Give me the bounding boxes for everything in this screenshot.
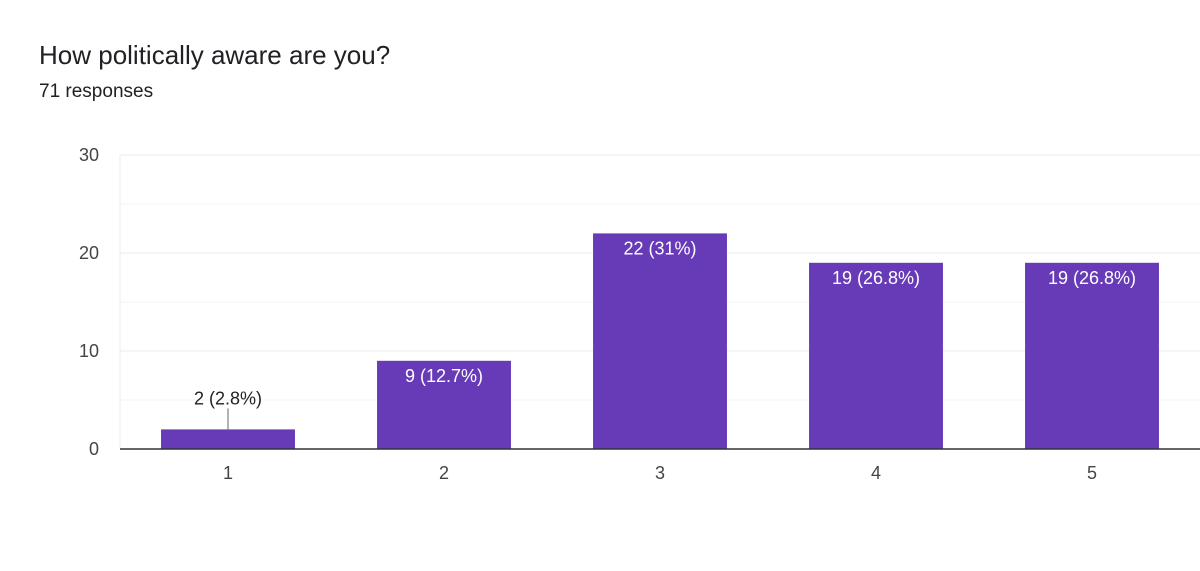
y-tick-label: 30 [79,145,99,165]
x-tick-label: 4 [871,463,881,483]
x-tick-label: 2 [439,463,449,483]
bar [1025,262,1159,449]
y-tick-label: 0 [89,439,99,459]
data-label: 19 (26.8%) [1048,268,1136,288]
response-count: 71 responses [39,81,154,102]
axes: 0 10 20 30 1 2 3 4 5 [79,145,1200,483]
bar [161,429,295,449]
x-tick-label: 1 [223,463,233,483]
x-tick-label: 3 [655,463,665,483]
data-label: 19 (26.8%) [832,268,920,288]
bar [593,233,727,449]
bar [377,360,511,449]
bar [809,262,943,449]
data-label: 9 (12.7%) [405,366,483,386]
x-tick-label: 5 [1087,463,1097,483]
y-tick-label: 20 [79,243,99,263]
data-label: 22 (31%) [623,238,696,258]
data-label: 2 (2.8%) [194,388,262,408]
chart-title: How politically aware are you? [39,40,391,70]
y-tick-label: 10 [79,341,99,361]
bars [161,233,1159,449]
data-labels: 2 (2.8%) 9 (12.7%) 22 (31%) 19 (26.8%) 19 (2… [194,238,1136,430]
